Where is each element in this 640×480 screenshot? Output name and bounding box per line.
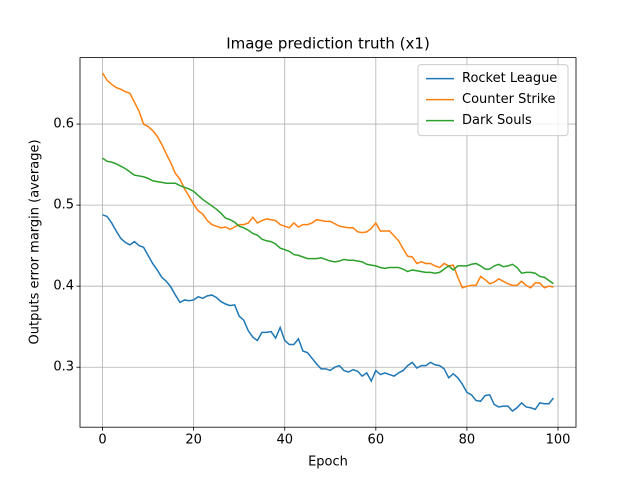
- legend-box: [417, 64, 569, 137]
- x-axis-label: Epoch: [308, 455, 348, 470]
- legend-label: Rocket League: [462, 71, 557, 86]
- axes-frame: [79, 57, 577, 428]
- legend-label: Counter Strike: [462, 92, 555, 107]
- x-tick-label: 80: [459, 433, 476, 448]
- x-tick-label: 0: [98, 433, 106, 448]
- line-series: [102, 157, 554, 285]
- legend: Rocket League Counter Strike Dark Souls: [417, 64, 569, 137]
- legend-label: Dark Souls: [462, 113, 532, 128]
- line-series: [101, 72, 554, 289]
- x-tick-label: 20: [185, 433, 202, 448]
- y-tick-label: 0.5: [53, 198, 74, 213]
- line-series: [102, 214, 555, 412]
- x-tick-label: 40: [276, 433, 293, 448]
- chart-title: Image prediction truth (x1): [226, 35, 430, 53]
- y-tick-label: 0.6: [53, 117, 74, 132]
- x-tick-label: 100: [546, 433, 571, 448]
- y-tick-label: 0.3: [53, 360, 74, 375]
- y-tick-label: 0.4: [53, 279, 74, 294]
- y-axis-label: Outputs error margin (average): [28, 139, 43, 344]
- x-tick-label: 60: [368, 433, 385, 448]
